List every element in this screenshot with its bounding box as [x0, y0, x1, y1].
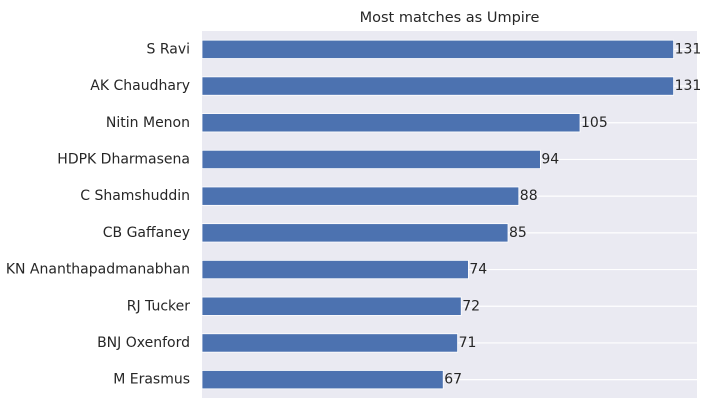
- value-label: 105: [581, 115, 608, 131]
- value-labels: 131 131 105 94 88 85 74 72 71 67: [444, 41, 701, 387]
- category-label: BNJ Oxenford: [97, 335, 190, 351]
- value-label: 131: [675, 78, 702, 94]
- category-label: M Erasmus: [113, 372, 190, 388]
- bar: [201, 149, 541, 170]
- value-label: 131: [675, 41, 702, 57]
- category-label: KN Ananthapadmanabhan: [6, 262, 190, 278]
- category-label: HDPK Dharmasena: [57, 151, 190, 167]
- bar: [201, 186, 520, 206]
- chart-title: Most matches as Umpire: [360, 10, 540, 26]
- value-label: 74: [469, 262, 487, 278]
- value-label: 67: [444, 372, 462, 388]
- value-label: 72: [462, 298, 480, 314]
- category-label: AK Chaudhary: [90, 78, 190, 94]
- category-label: S Ravi: [146, 41, 190, 57]
- value-label: 85: [509, 225, 527, 241]
- bar: [201, 113, 581, 133]
- bar: [201, 370, 444, 390]
- category-labels: S Ravi AK Chaudhary Nitin Menon HDPK Dharma…: [6, 41, 190, 387]
- value-label: 71: [459, 335, 477, 351]
- bar: [201, 39, 675, 59]
- bar: [201, 76, 675, 96]
- category-label: CB Gaffaney: [103, 225, 190, 241]
- value-label: 94: [541, 151, 559, 167]
- bar: [201, 223, 509, 243]
- bars: [201, 39, 675, 390]
- category-label: C Shamshuddin: [80, 188, 190, 204]
- category-label: RJ Tucker: [127, 298, 191, 314]
- bar: [201, 296, 462, 316]
- value-label: 88: [520, 188, 538, 204]
- bar: [201, 259, 469, 280]
- category-label: Nitin Menon: [106, 115, 190, 131]
- bar: [201, 333, 459, 353]
